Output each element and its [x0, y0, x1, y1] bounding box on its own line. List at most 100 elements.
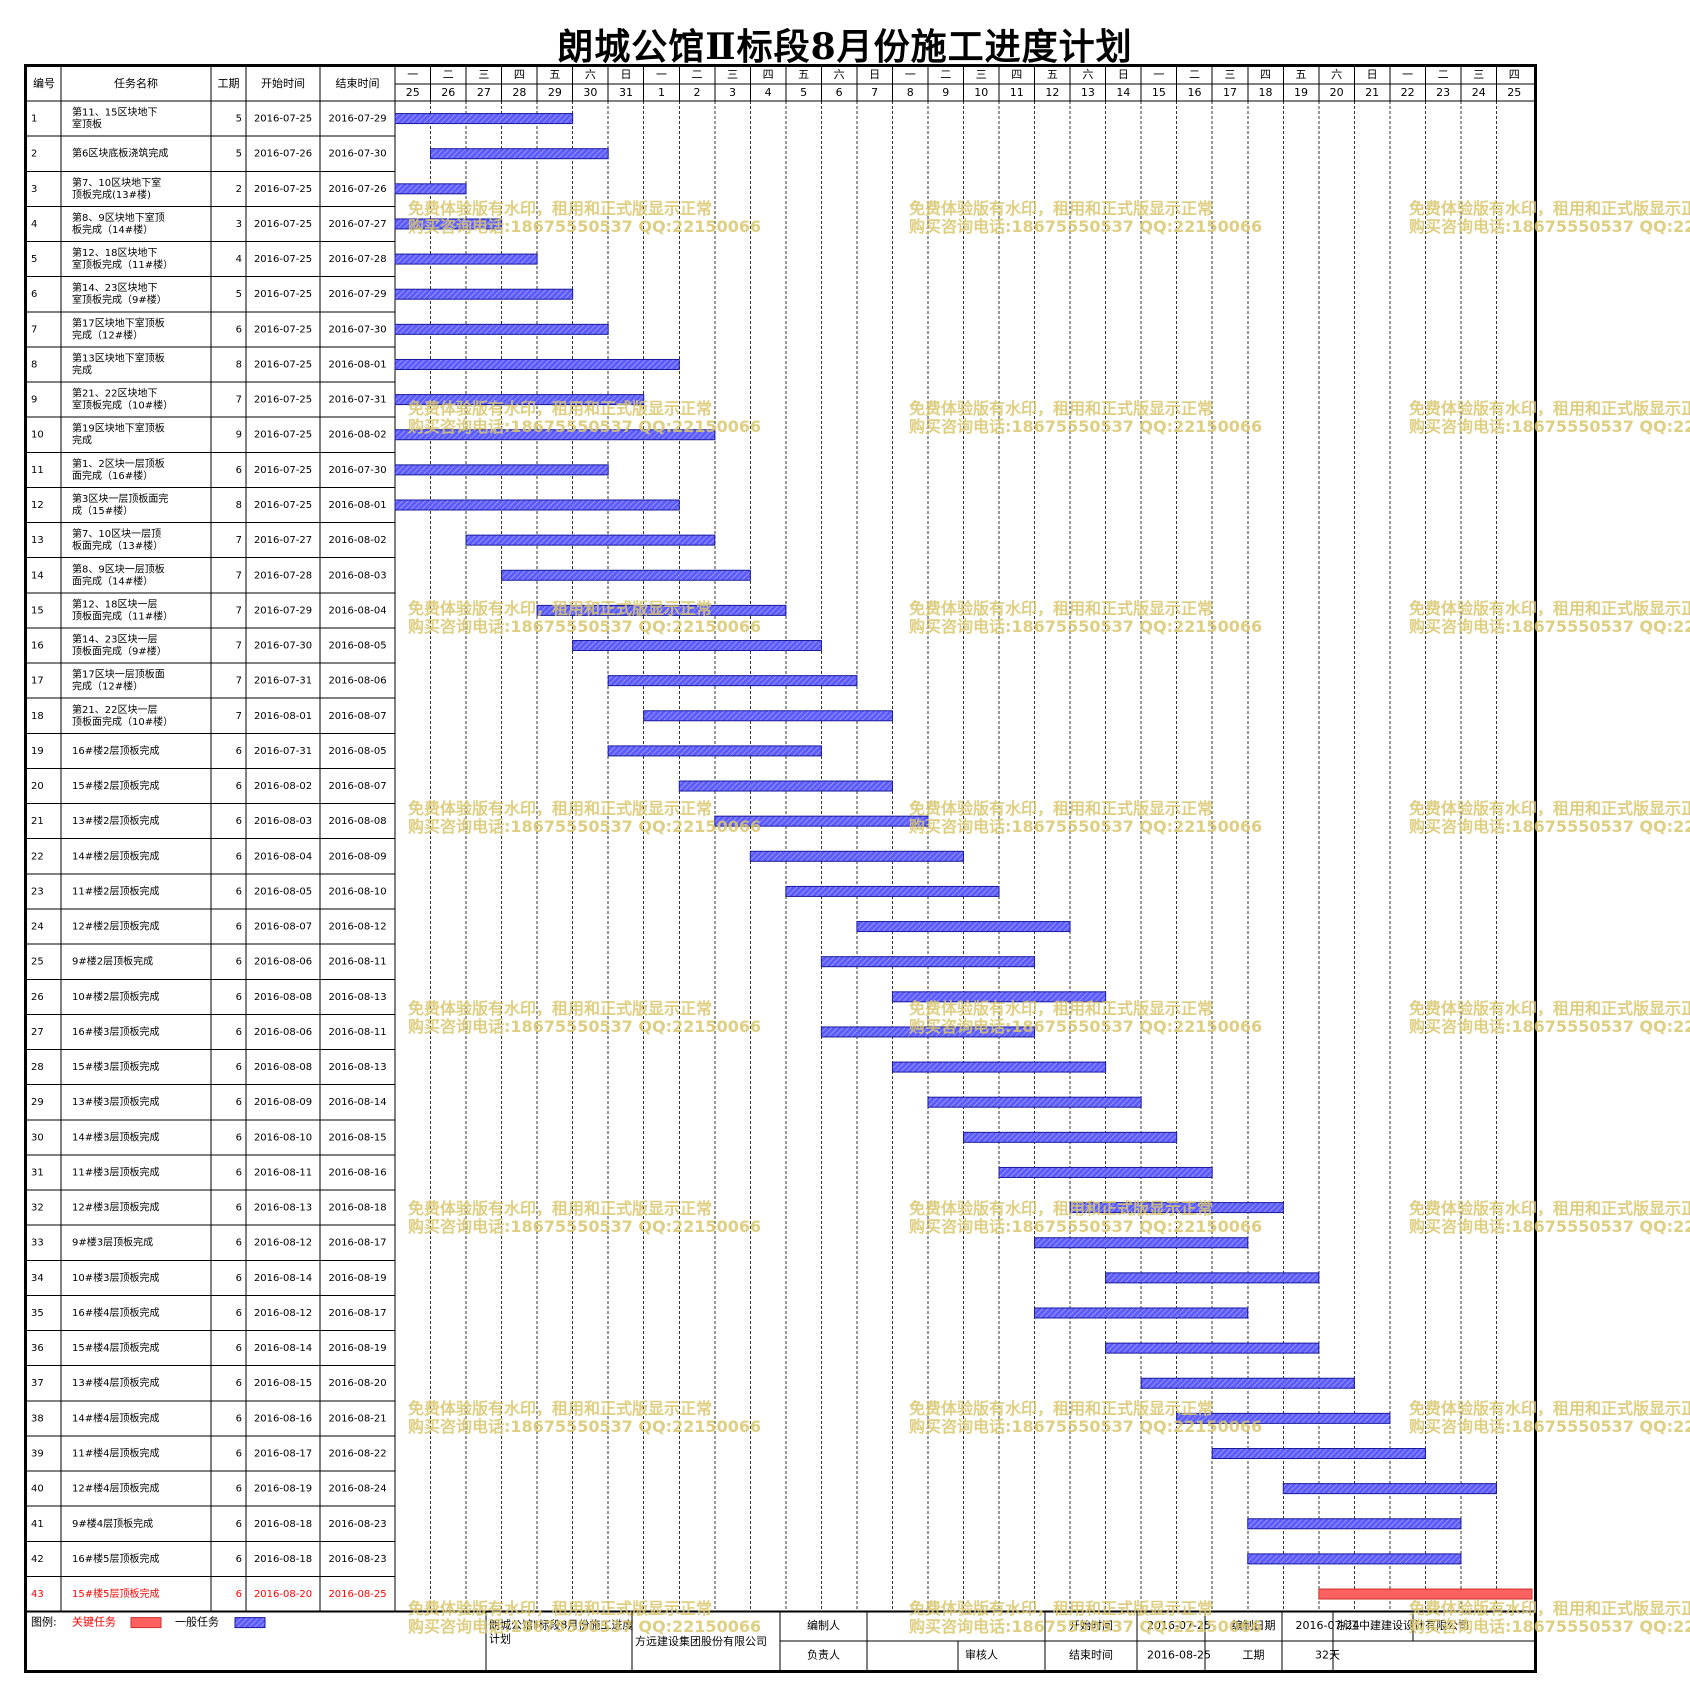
task-name-line: 第14、23区块一层: [72, 633, 157, 646]
task-name: 16#楼2层顶板完成: [72, 744, 159, 757]
legend-normal-label: 一般任务: [175, 1616, 219, 1629]
task-start: 2016-08-04: [254, 851, 312, 862]
task-id: 17: [31, 676, 44, 687]
task-name-line: 第1、2区块一层顶板: [72, 457, 165, 470]
task-end: 2016-08-19: [328, 1343, 386, 1354]
task-id: 28: [31, 1062, 44, 1073]
task-name-line: 顶板面完成（9#楼）: [72, 645, 167, 658]
task-end: 2016-08-21: [328, 1413, 386, 1424]
legend-critical-swatch: [130, 1617, 162, 1629]
task-end: 2016-07-26: [328, 184, 386, 195]
day-label: 25: [1507, 86, 1521, 99]
day-label: 10: [974, 86, 988, 99]
task-id: 34: [31, 1273, 44, 1284]
footer-duration-value: 32天: [1315, 1648, 1340, 1661]
task-name: 15#楼5层顶板完成: [72, 1587, 159, 1600]
day-label: 9: [942, 86, 949, 99]
task-id: 27: [31, 1027, 44, 1038]
task-start: 2016-07-25: [254, 114, 312, 125]
day-label: 13: [1081, 86, 1095, 99]
task-duration: 6: [236, 1062, 242, 1073]
task-end: 2016-08-23: [328, 1519, 386, 1530]
task-name: 14#楼2层顶板完成: [72, 849, 159, 862]
header-dur: 工期: [218, 77, 240, 90]
task-bar: [1140, 1377, 1355, 1389]
task-duration: 6: [236, 1519, 242, 1530]
day-label: 19: [1294, 86, 1308, 99]
task-bar: [430, 148, 609, 160]
task-name-line: 第14、23区块地下: [72, 281, 157, 294]
day-label: 7: [871, 86, 878, 99]
task-name-line: 顶板完成(13#楼): [72, 188, 151, 201]
task-bar: [820, 1026, 1036, 1038]
task-name: 10#楼2层顶板完成: [72, 990, 159, 1003]
task-name-line: 室顶板: [72, 118, 102, 131]
task-bar: [1034, 1237, 1249, 1249]
footer-company: 方远建设集团股份有限公司: [635, 1634, 767, 1648]
weekday-label: 六: [585, 68, 596, 81]
task-end: 2016-08-07: [328, 711, 386, 722]
task-name-line: 第19区块地下室顶板: [72, 422, 165, 435]
task-start: 2016-08-08: [254, 1062, 312, 1073]
task-name-line: 第7、10区块一层顶: [72, 527, 161, 540]
task-id: 43: [31, 1589, 44, 1600]
weekday-label: 一: [905, 68, 916, 81]
weekday-label: 一: [656, 68, 667, 81]
task-id: 41: [31, 1519, 44, 1530]
task-name: 12#楼3层顶板完成: [72, 1201, 159, 1214]
task-bar: [394, 499, 680, 511]
task-end: 2016-07-31: [328, 395, 386, 406]
task-end: 2016-07-30: [328, 465, 386, 476]
task-end: 2016-08-16: [328, 1167, 386, 1178]
task-start: 2016-08-02: [254, 781, 312, 792]
task-id: 10: [31, 430, 44, 441]
task-id: 15: [31, 605, 44, 616]
task-bar: [1105, 1342, 1320, 1354]
task-bar: [394, 323, 609, 335]
task-duration: 7: [236, 605, 242, 616]
task-id: 35: [31, 1308, 44, 1319]
task-start: 2016-07-25: [254, 359, 312, 370]
task-duration: 6: [236, 1203, 242, 1214]
day-label: 20: [1330, 86, 1344, 99]
weekday-label: 日: [1367, 68, 1378, 81]
task-name-line: 第21、22区块地下: [72, 387, 157, 400]
task-duration: 5: [236, 149, 242, 160]
task-bar: [572, 640, 822, 652]
task-name: 16#楼4层顶板完成: [72, 1306, 159, 1319]
day-label: 2: [694, 86, 701, 99]
task-end: 2016-07-29: [328, 114, 386, 125]
task-id: 40: [31, 1484, 44, 1495]
critical-task-bar: [1318, 1588, 1533, 1600]
footer-compiler-label: 编制人: [807, 1618, 840, 1632]
task-duration: 6: [236, 1308, 242, 1319]
task-start: 2016-08-01: [254, 711, 312, 722]
task-duration: 6: [236, 1132, 242, 1143]
task-duration: 6: [236, 886, 242, 897]
weekday-label: 四: [1260, 68, 1271, 81]
task-duration: 5: [236, 289, 242, 300]
task-start: 2016-07-29: [254, 605, 312, 616]
weekday-label: 三: [976, 68, 987, 81]
weekday-label: 二: [1438, 68, 1449, 81]
task-bar: [394, 394, 645, 406]
task-start: 2016-08-10: [254, 1132, 312, 1143]
task-end: 2016-08-11: [328, 1027, 386, 1038]
task-name: 13#楼3层顶板完成: [72, 1095, 159, 1108]
task-name-line: 第21、22区块一层: [72, 703, 157, 716]
task-name-line: 第12、18区块一层: [72, 597, 157, 610]
task-end: 2016-08-01: [328, 500, 386, 511]
task-id: 33: [31, 1238, 44, 1249]
task-duration: 6: [236, 1027, 242, 1038]
day-label: 27: [477, 86, 491, 99]
weekday-label: 二: [940, 68, 951, 81]
task-start: 2016-08-15: [254, 1378, 312, 1389]
task-end: 2016-08-02: [328, 430, 386, 441]
task-duration: 3: [236, 219, 242, 230]
task-start: 2016-07-30: [254, 641, 312, 652]
task-id: 25: [31, 957, 44, 968]
task-end: 2016-07-27: [328, 219, 386, 230]
task-id: 11: [31, 465, 44, 476]
task-bar: [394, 358, 680, 370]
task-start: 2016-07-25: [254, 465, 312, 476]
